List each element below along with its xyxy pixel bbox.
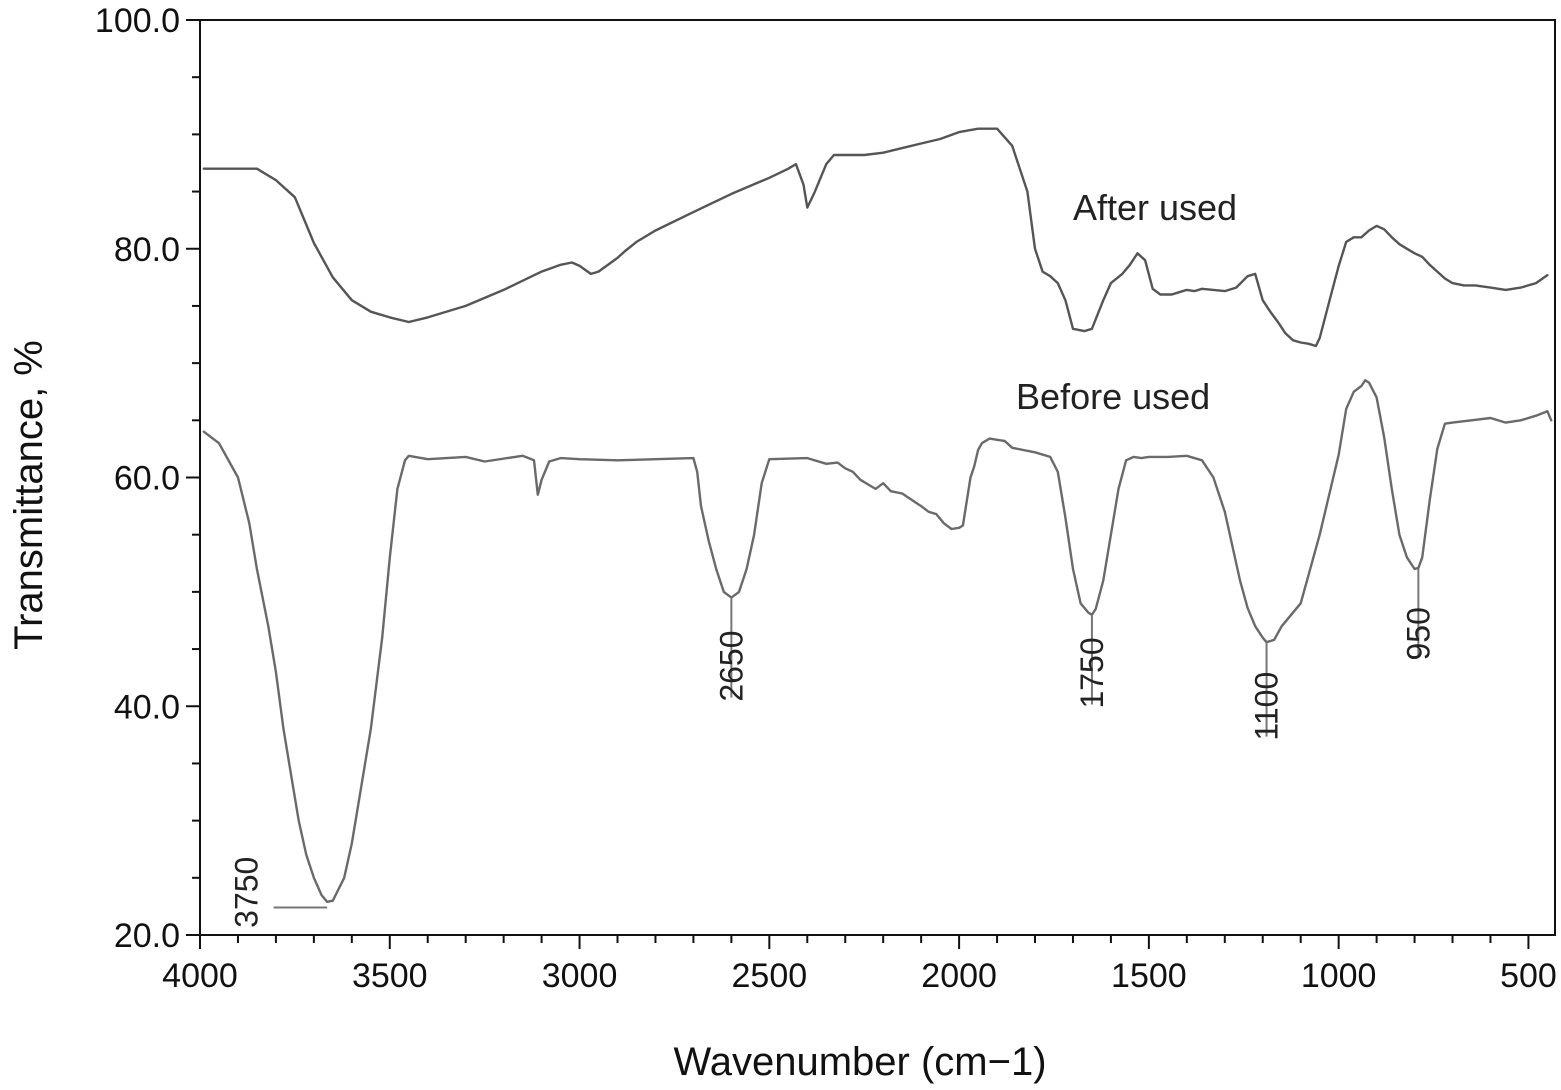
peak-label: 2650 — [713, 630, 749, 701]
y-tick-label: 60.0 — [114, 460, 180, 498]
x-axis-title: Wavenumber (cm−1) — [673, 1040, 1046, 1084]
annotation-layer: 3750 2650 1750 1100 950 — [229, 569, 1436, 928]
y-tick-label: 20.0 — [114, 917, 180, 955]
x-tick-label: 1000 — [1301, 957, 1377, 995]
y-axis-title: Transmittance, % — [7, 340, 51, 650]
y-tick-label: 80.0 — [114, 231, 180, 269]
series-line-before-used — [202, 379, 1553, 903]
series-layer: After used Before used — [202, 127, 1553, 903]
plot-area — [199, 19, 1556, 936]
x-tick-label: 1500 — [1111, 957, 1187, 995]
peak-label: 1750 — [1074, 637, 1110, 708]
plot-frame — [199, 19, 1556, 936]
y-tick-label: 100.0 — [95, 2, 180, 40]
series-line-after-used — [202, 127, 1549, 348]
x-tick-label: 500 — [1500, 957, 1557, 995]
series-label-before-used: Before used — [1016, 376, 1210, 417]
x-tick-label: 4000 — [162, 957, 238, 995]
x-axis: 4000 3500 3000 2500 2000 1500 1000 500 — [162, 935, 1557, 995]
y-axis: 20.0 40.0 60.0 80.0 100.0 — [95, 2, 200, 955]
y-tick-label: 40.0 — [114, 688, 180, 726]
peak-label: 1100 — [1249, 672, 1285, 741]
x-tick-label: 3000 — [542, 957, 618, 995]
peak-label: 3750 — [229, 857, 265, 928]
peak-label: 950 — [1400, 607, 1436, 660]
series-label-after-used: After used — [1073, 187, 1237, 228]
x-tick-label: 2000 — [921, 957, 997, 995]
x-tick-label: 2500 — [732, 957, 808, 995]
x-tick-label: 3500 — [352, 957, 428, 995]
